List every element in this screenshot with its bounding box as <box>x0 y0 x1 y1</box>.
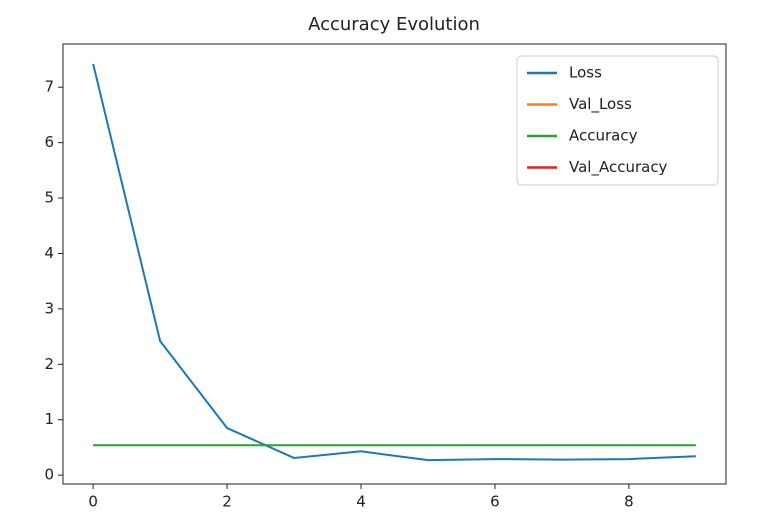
legend-label: Val_Accuracy <box>569 158 668 177</box>
y-tick-label: 7 <box>44 78 54 96</box>
x-tick-label: 8 <box>624 493 634 511</box>
y-tick-label: 0 <box>44 466 54 484</box>
chart-title: Accuracy Evolution <box>308 14 480 35</box>
x-tick-label: 2 <box>222 493 232 511</box>
legend-label: Accuracy <box>569 127 638 145</box>
legend-box <box>516 55 719 186</box>
x-tick-label: 4 <box>356 493 366 511</box>
y-tick-label: 3 <box>44 299 54 317</box>
legend-label: Val_Loss <box>569 95 632 114</box>
y-tick-label: 5 <box>44 189 54 207</box>
x-tick-label: 0 <box>88 493 98 511</box>
line-series <box>92 63 696 462</box>
x-tick-label: 6 <box>490 493 500 511</box>
y-tick-label: 1 <box>44 410 54 428</box>
y-tick-label: 4 <box>44 244 54 262</box>
y-tick-label: 6 <box>44 133 54 151</box>
plot-frame <box>62 43 727 485</box>
y-tick-label: 2 <box>44 355 54 373</box>
legend-label: Loss <box>569 64 602 82</box>
